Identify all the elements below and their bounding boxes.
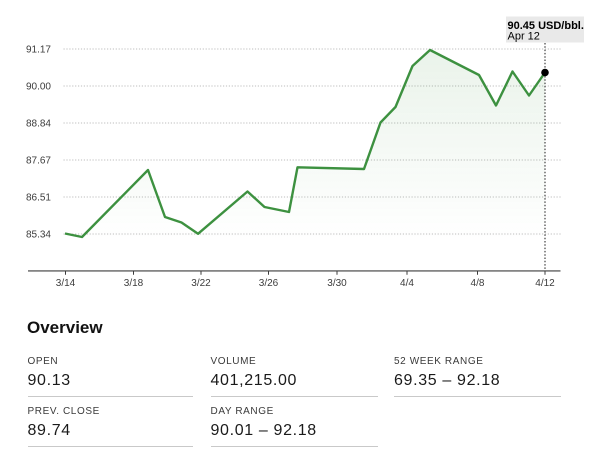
svg-text:86.51: 86.51 [26,193,51,204]
svg-text:4/8: 4/8 [471,278,485,289]
svg-text:3/14: 3/14 [56,278,76,289]
svg-text:4/4: 4/4 [400,278,414,289]
svg-text:3/18: 3/18 [124,278,144,289]
svg-text:4/12: 4/12 [535,278,555,289]
svg-text:85.34: 85.34 [26,230,51,241]
svg-text:88.84: 88.84 [26,119,51,130]
svg-text:91.17: 91.17 [26,45,51,56]
svg-text:3/22: 3/22 [191,278,211,289]
svg-text:3/30: 3/30 [327,278,347,289]
svg-text:3/26: 3/26 [259,278,279,289]
svg-text:90.00: 90.00 [26,82,51,93]
svg-text:90.45 USD/bbl.: 90.45 USD/bbl. [508,20,584,32]
svg-text:87.67: 87.67 [26,156,51,167]
svg-text:Apr 12: Apr 12 [508,31,540,43]
